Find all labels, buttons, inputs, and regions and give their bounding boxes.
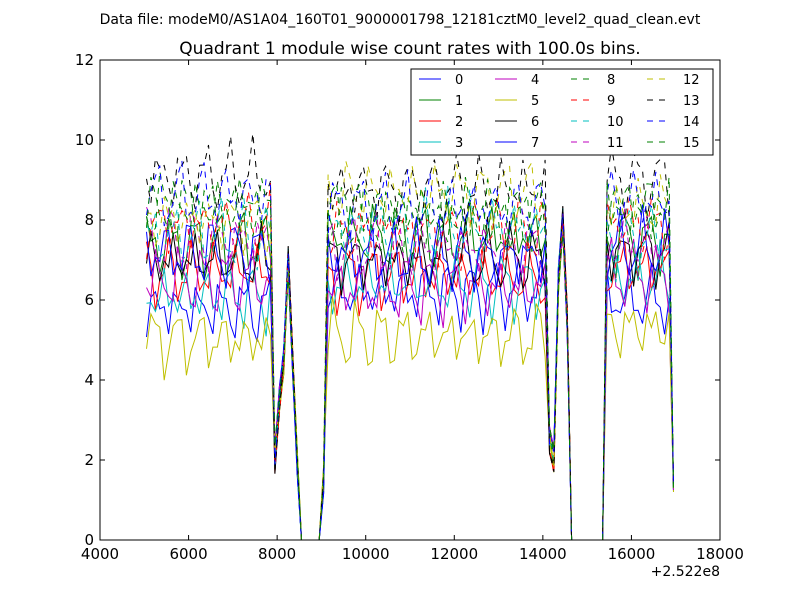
axes: 4000 6000 8000 10000 12000 14000 16000 18000 0 2 4… bbox=[75, 51, 744, 563]
y-tick-label: 4 bbox=[84, 371, 94, 389]
series-line-4 bbox=[146, 233, 674, 540]
y-tick-label: 12 bbox=[75, 51, 94, 69]
x-tick-label: 10000 bbox=[342, 545, 390, 563]
x-tick-label: 18000 bbox=[696, 545, 744, 563]
x-tick-label: 8000 bbox=[258, 545, 296, 563]
legend-label-1: 1 bbox=[455, 94, 463, 109]
y-tick-label: 10 bbox=[75, 131, 94, 149]
series-line-9 bbox=[146, 183, 674, 540]
chart-title: Quadrant 1 module wise count rates with … bbox=[179, 39, 640, 59]
figure-suptitle: Data file: modeM0/AS1A04_160T01_90000017… bbox=[100, 12, 701, 28]
legend-label-14: 14 bbox=[683, 115, 700, 130]
legend-label-13: 13 bbox=[683, 94, 700, 109]
y-tick-label: 2 bbox=[84, 451, 94, 469]
legend-label-12: 12 bbox=[683, 73, 700, 88]
legend-label-5: 5 bbox=[531, 94, 539, 109]
x-tick-label: 4000 bbox=[81, 545, 119, 563]
series-line-11 bbox=[146, 205, 674, 540]
series-line-8 bbox=[146, 171, 674, 540]
series-line-12 bbox=[146, 160, 674, 540]
legend-box bbox=[410, 68, 714, 156]
plot-area bbox=[146, 133, 674, 540]
series-line-7 bbox=[146, 204, 674, 540]
legend-label-10: 10 bbox=[607, 115, 624, 130]
series-line-6 bbox=[146, 205, 674, 540]
legend-label-9: 9 bbox=[607, 94, 615, 109]
series-line-0 bbox=[146, 230, 674, 540]
legend-label-8: 8 bbox=[607, 73, 615, 88]
legend-label-11: 11 bbox=[607, 136, 624, 151]
series-line-14 bbox=[146, 160, 674, 540]
x-tick-label: 12000 bbox=[430, 545, 478, 563]
series-line-5 bbox=[146, 220, 674, 540]
y-tick-label: 6 bbox=[84, 291, 94, 309]
legend-label-6: 6 bbox=[531, 115, 539, 130]
x-tick-label: 14000 bbox=[519, 545, 567, 563]
x-tick-label: 16000 bbox=[608, 545, 656, 563]
y-tick-label: 8 bbox=[84, 211, 94, 229]
series-line-10 bbox=[146, 184, 674, 540]
legend-label-7: 7 bbox=[531, 136, 539, 151]
legend-label-3: 3 bbox=[455, 136, 463, 151]
legend-label-0: 0 bbox=[455, 73, 463, 88]
series-line-13 bbox=[146, 133, 674, 540]
series-line-15 bbox=[146, 176, 674, 540]
legend-label-2: 2 bbox=[455, 115, 463, 130]
legend-label-4: 4 bbox=[531, 73, 539, 88]
y-tick-label: 0 bbox=[84, 531, 94, 549]
x-tick-label: 6000 bbox=[169, 545, 207, 563]
x-offset-label: +2.522e8 bbox=[651, 564, 720, 580]
legend-label-15: 15 bbox=[683, 136, 700, 151]
